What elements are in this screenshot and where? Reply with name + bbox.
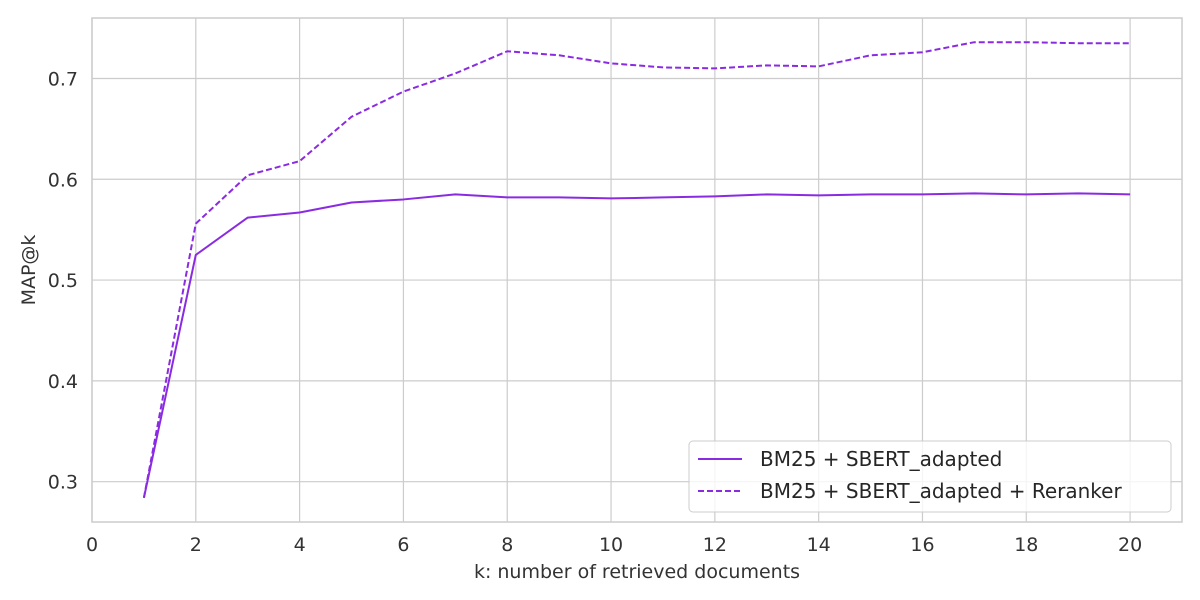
series-lines (142, 41, 1131, 499)
x-tick-label: 14 (807, 534, 831, 556)
x-tick-label: 4 (294, 534, 306, 556)
legend-entry-series-0: BM25 + SBERT_adapted (760, 447, 1002, 471)
y-tick-label: 0.6 (48, 169, 78, 191)
x-tick-label: 8 (501, 534, 513, 556)
grid (91, 18, 1182, 522)
y-axis-ticks: 0.3 0.4 0.5 0.6 0.7 (48, 68, 78, 493)
x-tick-label: 16 (910, 534, 934, 556)
x-tick-label: 10 (599, 534, 623, 556)
x-axis-label: k: number of retrieved documents (474, 561, 800, 583)
x-tick-label: 0 (86, 534, 98, 556)
y-tick-label: 0.3 (48, 472, 78, 494)
x-tick-label: 2 (190, 534, 202, 556)
plot-frame (91, 17, 1183, 523)
x-tick-label: 20 (1118, 534, 1142, 556)
x-tick-label: 18 (1014, 534, 1038, 556)
y-axis-label: MAP@k (18, 235, 40, 306)
legend-entry-series-1: BM25 + SBERT_adapted + Reranker (760, 479, 1122, 503)
y-tick-label: 0.5 (48, 270, 78, 292)
legend-box (688, 440, 1172, 513)
x-axis-ticks: 0 2 4 6 8 10 12 14 16 18 20 (86, 534, 1142, 556)
y-tick-label: 0.7 (48, 68, 78, 90)
x-tick-label: 6 (397, 534, 409, 556)
series-line-1 (142, 41, 1131, 498)
y-tick-label: 0.4 (48, 371, 78, 393)
legend: BM25 + SBERT_adapted BM25 + SBERT_adapte… (688, 440, 1172, 513)
series-line-0 (142, 192, 1131, 499)
x-tick-label: 12 (703, 534, 727, 556)
